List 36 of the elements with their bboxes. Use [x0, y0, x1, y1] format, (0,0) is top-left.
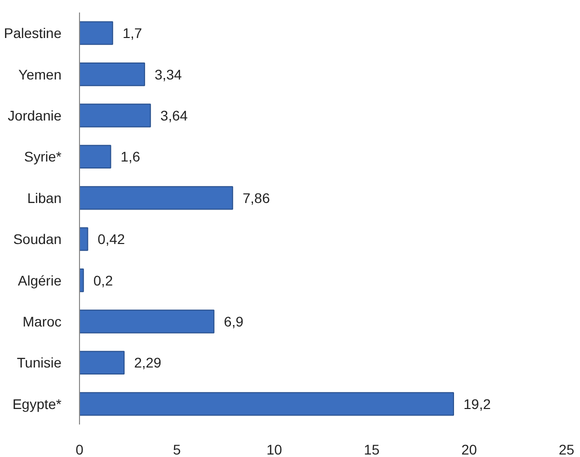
- y-tick-label: Yemen: [18, 66, 62, 82]
- data-label: 0,42: [98, 231, 126, 248]
- data-label: 6,9: [224, 314, 244, 330]
- y-tick-label: Jordanie: [8, 108, 62, 124]
- bar: [80, 144, 112, 169]
- y-tick-label: Egypte*: [12, 396, 62, 412]
- x-tick-label: 5: [173, 442, 182, 457]
- bar: [80, 21, 114, 45]
- bar: [80, 186, 234, 210]
- y-tick-label: Palestine: [4, 25, 62, 42]
- data-label: 1,6: [120, 148, 140, 165]
- bar: [80, 350, 125, 375]
- data-label: 7,86: [242, 190, 270, 206]
- x-tick-label: 25: [558, 442, 574, 457]
- data-label: 19,2: [464, 396, 491, 412]
- y-tick-label: Liban: [27, 190, 62, 206]
- bar: [80, 392, 454, 416]
- data-label: 3,34: [154, 66, 182, 82]
- y-tick-label: Soudan: [13, 231, 62, 248]
- x-tick-label: 10: [266, 442, 282, 457]
- data-label: 1,7: [122, 25, 142, 42]
- bar: [80, 227, 88, 251]
- y-tick-label: Algérie: [18, 272, 62, 288]
- y-tick-label: Tunisie: [16, 354, 62, 371]
- bar: [80, 268, 84, 292]
- y-tick-label: Syrie*: [24, 148, 62, 165]
- y-tick-label: Maroc: [22, 314, 62, 330]
- x-tick-label: 20: [461, 442, 478, 457]
- data-label: 3,64: [160, 108, 188, 124]
- bar: [80, 310, 214, 334]
- data-label: 2,29: [134, 354, 162, 371]
- x-tick-label: 15: [364, 442, 380, 457]
- x-tick-label: 0: [76, 442, 84, 457]
- data-label: 0,2: [93, 272, 114, 288]
- bar: [80, 104, 151, 128]
- bar: [80, 62, 146, 86]
